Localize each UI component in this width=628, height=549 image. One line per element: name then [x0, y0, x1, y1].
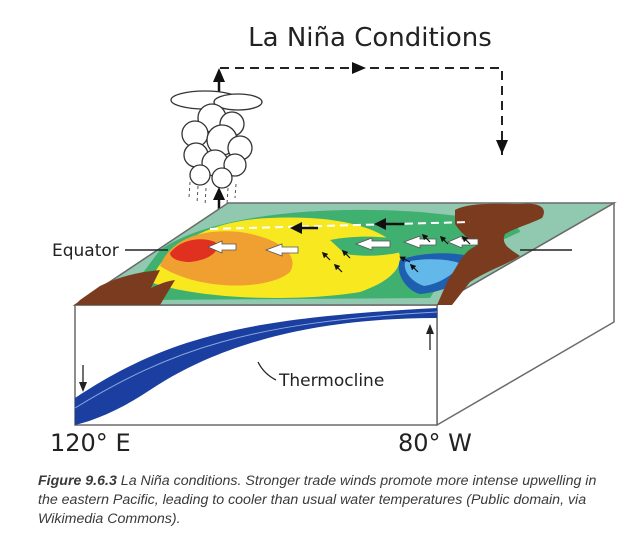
- figure-caption: Figure 9.6.3 La Niña conditions. Stronge…: [38, 472, 608, 529]
- upwelling-arrow-icon: [426, 324, 434, 350]
- arrow-left-icon: [374, 218, 386, 230]
- cloud-icon: [170, 90, 263, 189]
- trade-wind-arrow-icon: [264, 243, 299, 257]
- east-longitude-label: 80° W: [398, 429, 472, 457]
- arrow-down-icon: [496, 140, 508, 154]
- trade-wind-arrow-icon: [206, 240, 237, 254]
- trade-wind-arrow-icon: [354, 237, 391, 251]
- la-nina-diagram: La Niña Conditions: [50, 23, 617, 457]
- arrow-right-icon: [352, 62, 366, 74]
- west-longitude-label: 120° E: [50, 429, 131, 457]
- rain-icon: [188, 181, 237, 207]
- equator-line: [209, 221, 471, 230]
- land-masses: [75, 203, 544, 305]
- box-front-face: [74, 304, 438, 426]
- figure-label: Figure 9.6.3: [38, 473, 117, 489]
- thermocline-layer: [75, 308, 437, 425]
- surface-wind-arrows: [290, 218, 471, 273]
- equator-label: Equator: [52, 241, 119, 261]
- caption-text: La Niña conditions. Stronger trade winds…: [38, 473, 597, 527]
- diagram-title: La Niña Conditions: [248, 23, 492, 53]
- downwelling-arrow-icon: [79, 365, 87, 392]
- thermocline-label: Thermocline: [278, 371, 384, 391]
- arrow-left-icon: [290, 222, 302, 234]
- arrow-up-icon: [213, 68, 225, 82]
